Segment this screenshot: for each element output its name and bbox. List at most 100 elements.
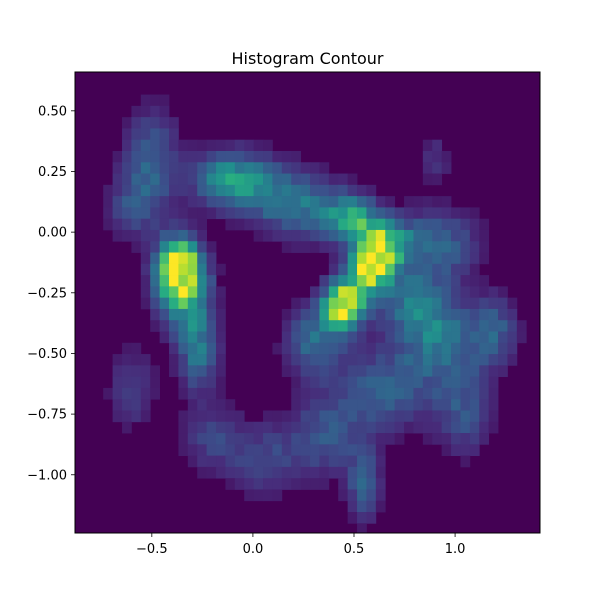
heatmap-cell xyxy=(281,354,292,366)
heatmap-cell xyxy=(422,139,433,152)
heatmap-cell xyxy=(319,421,330,434)
heatmap-cell xyxy=(206,410,217,423)
heatmap-cell xyxy=(225,196,236,208)
heatmap-cell xyxy=(263,466,273,479)
heatmap-cell xyxy=(507,297,518,310)
heatmap-cell xyxy=(291,421,302,434)
heatmap-cell xyxy=(479,218,490,231)
heatmap-cell xyxy=(140,399,151,411)
heatmap-cell xyxy=(375,252,386,265)
heatmap-cell xyxy=(347,229,358,242)
heatmap-cell xyxy=(413,263,424,276)
heatmap-cell xyxy=(234,410,245,423)
heatmap-cell xyxy=(244,162,255,174)
heatmap-cell xyxy=(272,421,283,434)
heatmap-cell xyxy=(291,444,302,456)
heatmap-cell xyxy=(375,218,386,231)
heatmap-cell xyxy=(422,252,433,265)
heatmap-cell xyxy=(319,410,330,423)
heatmap-cell xyxy=(197,150,208,163)
heatmap-cell xyxy=(178,421,189,434)
heatmap-cell xyxy=(498,308,508,321)
heatmap-cell xyxy=(197,286,208,299)
heatmap-cell xyxy=(169,196,179,208)
heatmap-cell xyxy=(394,229,405,242)
heatmap-cell xyxy=(328,354,339,366)
heatmap-cell xyxy=(347,399,358,411)
heatmap-cell xyxy=(159,150,170,163)
heatmap-cell xyxy=(140,241,151,253)
heatmap-cell xyxy=(413,218,424,231)
heatmap-cell xyxy=(197,308,208,321)
heatmap-cell xyxy=(159,94,170,107)
heatmap-cell xyxy=(432,308,443,321)
heatmap-cell xyxy=(216,173,226,186)
heatmap-cell xyxy=(357,263,367,276)
heatmap-cell xyxy=(310,207,320,220)
heatmap-cell xyxy=(244,196,255,208)
heatmap-cell xyxy=(253,196,264,208)
heatmap-cell xyxy=(263,173,273,186)
heatmap-cell xyxy=(159,331,170,344)
heatmap-cell xyxy=(122,229,132,242)
heatmap-cell xyxy=(206,184,217,197)
heatmap-cell xyxy=(178,387,189,400)
heatmap-cell xyxy=(347,308,358,321)
heatmap-cell xyxy=(140,128,151,141)
heatmap-cell xyxy=(169,229,179,242)
heatmap-cell xyxy=(385,196,396,208)
heatmap-cell xyxy=(357,512,367,524)
heatmap-cell xyxy=(357,376,367,389)
heatmap-cell xyxy=(159,308,170,321)
heatmap-cell xyxy=(178,410,189,423)
heatmap-cell xyxy=(460,207,471,220)
heatmap-cell xyxy=(291,308,302,321)
heatmap-cell xyxy=(347,433,358,445)
heatmap-cell xyxy=(338,184,349,197)
heatmap-cell xyxy=(291,399,302,411)
heatmap-cell xyxy=(159,218,170,231)
heatmap-cell xyxy=(310,433,320,445)
heatmap-cell xyxy=(197,320,208,332)
heatmap-cell xyxy=(328,387,339,400)
heatmap-cell xyxy=(225,410,236,423)
heatmap-cell xyxy=(404,275,414,287)
heatmap-cell xyxy=(216,162,226,174)
heatmap-cell xyxy=(422,150,433,163)
heatmap-cell xyxy=(310,320,320,332)
heatmap-cell xyxy=(225,421,236,434)
heatmap-cell xyxy=(281,455,292,468)
heatmap-cell xyxy=(216,320,226,332)
heatmap-cell xyxy=(375,308,386,321)
heatmap-cell xyxy=(404,286,414,299)
heatmap-cell xyxy=(460,410,471,423)
heatmap-cell xyxy=(140,297,151,310)
heatmap-cell xyxy=(131,184,142,197)
heatmap-cell xyxy=(507,320,518,332)
heatmap-cell xyxy=(441,444,452,456)
heatmap-cell xyxy=(150,263,161,276)
heatmap-cell xyxy=(366,275,377,287)
heatmap-cell xyxy=(413,297,424,310)
heatmap-cell xyxy=(300,297,311,310)
heatmap-cell xyxy=(338,444,349,456)
heatmap-cell xyxy=(422,387,433,400)
heatmap-cell xyxy=(338,354,349,366)
heatmap-cell xyxy=(263,444,273,456)
heatmap-cell xyxy=(244,489,255,502)
heatmap-cell xyxy=(310,466,320,479)
heatmap-cell xyxy=(357,354,367,366)
heatmap-cell xyxy=(451,320,461,332)
heatmap-cell xyxy=(225,162,236,174)
heatmap-cell xyxy=(178,297,189,310)
heatmap-cell xyxy=(357,252,367,265)
heatmap-cell xyxy=(347,196,358,208)
heatmap-cell xyxy=(300,241,311,253)
heatmap-cell xyxy=(319,275,330,287)
heatmap-cell xyxy=(413,308,424,321)
heatmap-cell xyxy=(291,184,302,197)
heatmap-cell xyxy=(131,399,142,411)
heatmap-cell xyxy=(451,286,461,299)
heatmap-cell xyxy=(216,263,226,276)
heatmap-cell xyxy=(507,342,518,355)
